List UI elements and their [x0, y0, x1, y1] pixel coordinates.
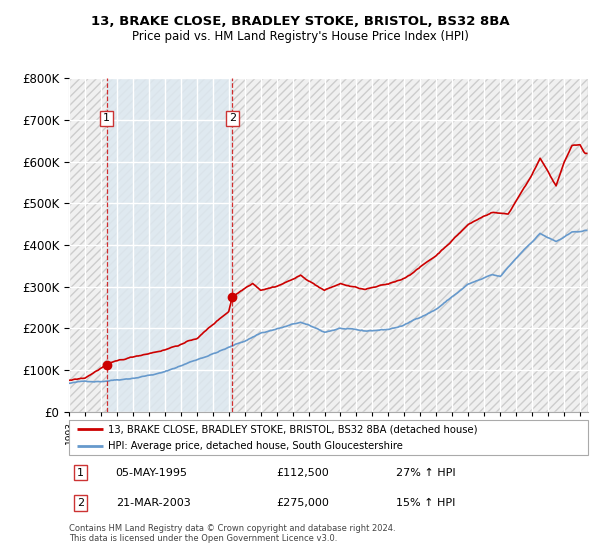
- Text: This data is licensed under the Open Government Licence v3.0.: This data is licensed under the Open Gov…: [69, 534, 337, 543]
- Text: 1: 1: [103, 113, 110, 123]
- Bar: [107, 78, 232, 412]
- Text: 27% ↑ HPI: 27% ↑ HPI: [396, 468, 455, 478]
- FancyBboxPatch shape: [69, 420, 588, 455]
- Text: 1: 1: [77, 468, 84, 478]
- Text: 21-MAR-2003: 21-MAR-2003: [116, 498, 190, 508]
- Text: HPI: Average price, detached house, South Gloucestershire: HPI: Average price, detached house, Sout…: [108, 441, 403, 451]
- Text: £275,000: £275,000: [277, 498, 329, 508]
- Text: 2: 2: [77, 498, 84, 508]
- Text: 13, BRAKE CLOSE, BRADLEY STOKE, BRISTOL, BS32 8BA: 13, BRAKE CLOSE, BRADLEY STOKE, BRISTOL,…: [91, 15, 509, 27]
- Text: £112,500: £112,500: [277, 468, 329, 478]
- Text: Price paid vs. HM Land Registry's House Price Index (HPI): Price paid vs. HM Land Registry's House …: [131, 30, 469, 43]
- Text: Contains HM Land Registry data © Crown copyright and database right 2024.: Contains HM Land Registry data © Crown c…: [69, 524, 395, 533]
- Text: 13, BRAKE CLOSE, BRADLEY STOKE, BRISTOL, BS32 8BA (detached house): 13, BRAKE CLOSE, BRADLEY STOKE, BRISTOL,…: [108, 424, 478, 435]
- Text: 05-MAY-1995: 05-MAY-1995: [116, 468, 188, 478]
- Text: 15% ↑ HPI: 15% ↑ HPI: [396, 498, 455, 508]
- Text: 2: 2: [229, 113, 236, 123]
